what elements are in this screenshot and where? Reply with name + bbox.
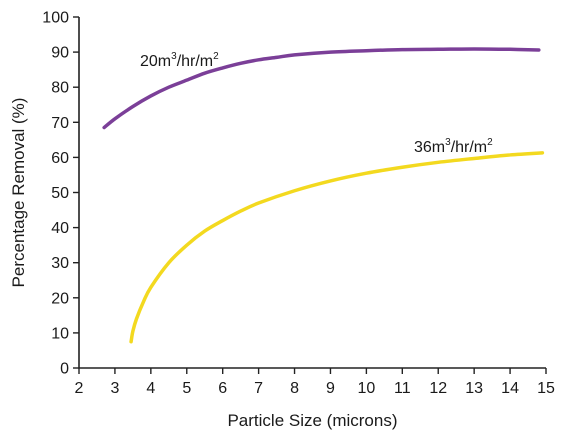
y-axis-ticks: 0 10 20 30 40 50 60 70 80 90 100 xyxy=(42,10,79,378)
y-tick-label: 30 xyxy=(51,255,69,272)
y-tick-label: 80 xyxy=(51,80,69,97)
series-label-20: 20m3/hr/m2 xyxy=(140,51,219,70)
series-label-36-sup1: 3 xyxy=(445,137,451,148)
x-tick-label: 8 xyxy=(290,380,299,397)
y-tick-label: 60 xyxy=(51,150,69,167)
x-tick-label: 4 xyxy=(146,380,155,397)
x-tick-label: 7 xyxy=(254,380,263,397)
chart-axes xyxy=(78,17,546,369)
series-layer xyxy=(102,47,545,344)
x-axis-ticks: 2 3 4 5 6 7 8 9 10 11 12 13 14 15 xyxy=(75,368,555,397)
series-label-20-main: 20m xyxy=(140,53,171,70)
y-tick-label: 70 xyxy=(51,115,69,132)
series-line-36 xyxy=(129,151,545,344)
x-tick-label: 15 xyxy=(537,380,555,397)
x-tick-label: 11 xyxy=(394,380,411,397)
x-tick-label: 9 xyxy=(326,380,335,397)
x-axis-label: Particle Size (microns) xyxy=(227,411,397,430)
y-tick-label: 90 xyxy=(51,45,69,62)
y-tick-label: 100 xyxy=(42,10,69,27)
x-tick-label: 5 xyxy=(182,380,191,397)
x-tick-label: 10 xyxy=(357,380,375,397)
x-tick-label: 13 xyxy=(465,380,483,397)
y-tick-label: 10 xyxy=(51,325,69,342)
series-line-20 xyxy=(102,47,541,130)
y-tick-label: 40 xyxy=(51,220,69,237)
y-tick-label: 20 xyxy=(51,290,69,307)
x-tick-label: 6 xyxy=(218,380,227,397)
y-tick-label: 0 xyxy=(60,361,69,378)
x-tick-label: 2 xyxy=(75,380,84,397)
series-label-36: 36m3/hr/m2 xyxy=(414,137,493,156)
series-label-36-sup2: 2 xyxy=(487,137,493,148)
series-label-36-main: 36m xyxy=(414,139,445,156)
series-label-20-mid: /hr/m xyxy=(177,53,213,70)
y-axis-label: Percentage Removal (%) xyxy=(9,98,28,288)
x-tick-label: 3 xyxy=(110,380,119,397)
series-label-36-mid: /hr/m xyxy=(451,139,487,156)
x-tick-label: 12 xyxy=(429,380,447,397)
series-label-20-sup2: 2 xyxy=(213,51,219,62)
y-tick-label: 50 xyxy=(51,185,69,202)
x-tick-label: 14 xyxy=(501,380,519,397)
series-label-20-sup1: 3 xyxy=(171,51,177,62)
